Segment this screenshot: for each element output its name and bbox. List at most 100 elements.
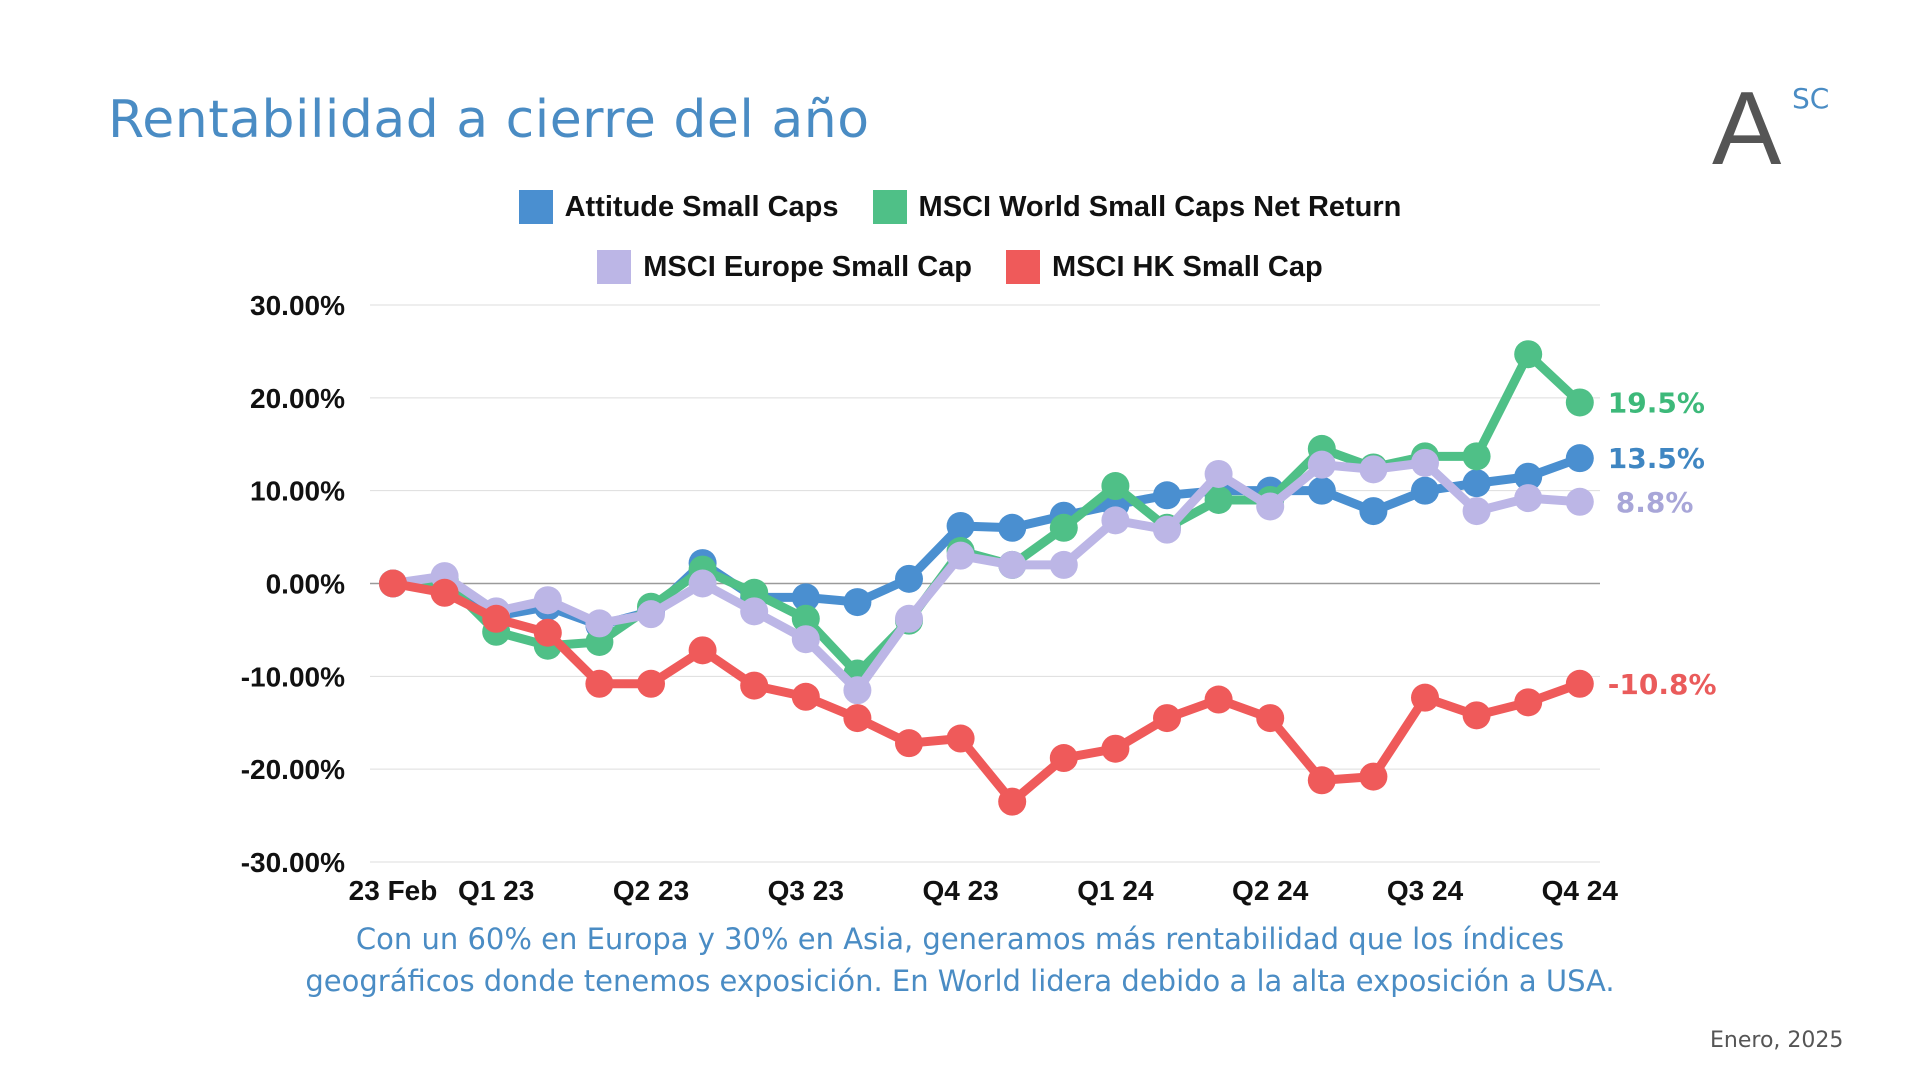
- data-point: [843, 676, 872, 705]
- data-point: [688, 636, 717, 665]
- logo-superscript: SC: [1792, 82, 1829, 115]
- data-point: [1411, 448, 1439, 477]
- data-point: [1565, 388, 1594, 417]
- data-point: [843, 704, 872, 733]
- brand-logo: A SC: [1712, 78, 1829, 168]
- end-value-label: -10.8%: [1608, 668, 1717, 701]
- data-point: [1514, 462, 1543, 491]
- data-point: [1204, 485, 1233, 514]
- data-point: [1514, 484, 1543, 513]
- data-point: [1359, 762, 1388, 791]
- data-point: [1049, 744, 1078, 773]
- data-point: [1049, 513, 1078, 542]
- data-point: [1462, 442, 1491, 471]
- data-point: [482, 604, 511, 633]
- x-tick-label: Q1 23: [458, 875, 534, 906]
- page-title: Rentabilidad a cierre del año: [108, 90, 870, 150]
- y-tick-label: -20.00%: [241, 754, 345, 785]
- legend-item-world: MSCI World Small Caps Net Return: [872, 190, 1402, 224]
- data-point: [1411, 683, 1439, 712]
- end-value-label: 13.5%: [1608, 442, 1705, 475]
- x-tick-label: 23 Feb: [349, 875, 438, 906]
- series-line: [388, 453, 1585, 630]
- legend-item-hk: MSCI HK Small Cap: [1006, 250, 1323, 284]
- caption-line-2: geográficos donde tenemos exposición. En…: [305, 964, 1615, 998]
- data-point: [688, 569, 717, 598]
- footer-date: Enero, 2025: [1710, 1028, 1844, 1053]
- data-point: [946, 724, 975, 753]
- legend-row-1: Attitude Small Caps MSCI World Small Cap…: [0, 190, 1920, 224]
- data-point: [585, 669, 614, 698]
- end-value-label: 19.5%: [1608, 386, 1705, 419]
- x-tick-label: Q3 23: [768, 875, 844, 906]
- x-tick-label: Q4 23: [922, 875, 998, 906]
- legend-label-europe: MSCI Europe Small Cap: [643, 250, 972, 283]
- data-point: [1049, 550, 1078, 579]
- legend-swatch-world: [872, 190, 907, 224]
- legend-label-hk: MSCI HK Small Cap: [1052, 250, 1323, 283]
- data-point: [740, 671, 769, 700]
- data-point: [430, 578, 459, 607]
- x-tick-label: Q2 23: [613, 875, 689, 906]
- legend-swatch-hk: [1006, 250, 1040, 284]
- data-point: [1307, 766, 1336, 795]
- data-point: [895, 604, 923, 633]
- x-tick-label: Q3 24: [1387, 875, 1464, 906]
- y-tick-label: 30.00%: [250, 290, 345, 321]
- data-point: [1514, 688, 1543, 717]
- data-point: [1153, 704, 1181, 733]
- data-point: [1565, 444, 1594, 473]
- data-point: [1153, 515, 1181, 544]
- data-point: [585, 609, 614, 638]
- data-point: [1101, 506, 1130, 535]
- data-point: [533, 618, 562, 647]
- legend-item-attitude: Attitude Small Caps: [518, 190, 839, 224]
- legend-label-attitude: Attitude Small Caps: [564, 190, 839, 223]
- logo-letter: A: [1712, 78, 1782, 168]
- legend-item-europe: MSCI Europe Small Cap: [597, 250, 972, 284]
- legend-label-world: MSCI World Small Caps Net Return: [918, 190, 1402, 223]
- data-point: [1359, 497, 1388, 526]
- caption: Con un 60% en Europa y 30% en Asia, gene…: [0, 918, 1920, 1002]
- data-point: [998, 787, 1027, 816]
- y-tick-label: 20.00%: [250, 383, 345, 414]
- data-point: [533, 586, 562, 615]
- caption-line-1: Con un 60% en Europa y 30% en Asia, gene…: [355, 922, 1565, 956]
- data-point: [791, 583, 820, 612]
- data-point: [998, 513, 1027, 542]
- data-point: [895, 564, 923, 593]
- data-point: [1204, 685, 1233, 714]
- data-point: [1256, 492, 1285, 521]
- data-point: [1462, 497, 1491, 526]
- data-point: [637, 600, 665, 629]
- y-tick-label: 10.00%: [250, 476, 345, 507]
- data-point: [791, 604, 820, 633]
- data-point: [895, 729, 923, 758]
- series-line: [388, 349, 1585, 679]
- end-value-label: 8.8%: [1616, 486, 1694, 519]
- data-point: [1307, 476, 1336, 505]
- data-point: [379, 569, 407, 598]
- data-point: [791, 682, 820, 711]
- legend-swatch-europe: [597, 250, 632, 284]
- data-point: [1307, 450, 1336, 479]
- data-point: [998, 550, 1027, 579]
- x-tick-label: Q4 24: [1542, 875, 1619, 906]
- x-tick-label: Q1 24: [1077, 875, 1154, 906]
- data-point: [946, 541, 975, 570]
- data-point: [791, 625, 820, 654]
- data-point: [1204, 459, 1233, 488]
- data-point: [843, 588, 872, 617]
- data-point: [1153, 481, 1181, 510]
- data-point: [637, 669, 665, 698]
- x-tick-label: Q2 24: [1232, 875, 1309, 906]
- data-point: [1359, 455, 1388, 484]
- y-tick-label: 0.00%: [266, 569, 345, 600]
- data-point: [740, 597, 769, 626]
- data-point: [1101, 734, 1130, 763]
- y-tick-label: -10.00%: [241, 661, 345, 692]
- legend-row-2: MSCI Europe Small Cap MSCI HK Small Cap: [0, 250, 1920, 284]
- data-point: [1565, 487, 1594, 516]
- data-point: [1565, 669, 1594, 698]
